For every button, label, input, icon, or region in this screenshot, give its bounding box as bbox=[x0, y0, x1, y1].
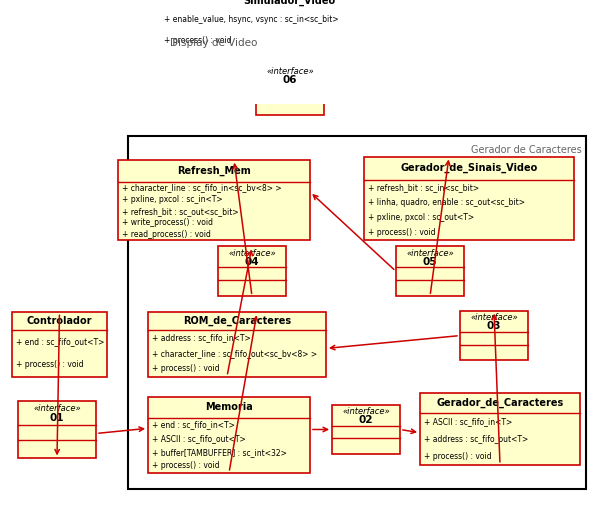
Text: 05: 05 bbox=[423, 257, 437, 267]
Text: + process() : void: + process() : void bbox=[368, 228, 436, 237]
Text: «interface»: «interface» bbox=[342, 407, 390, 416]
Text: Display de Video: Display de Video bbox=[170, 38, 257, 48]
Text: Refresh_Mem: Refresh_Mem bbox=[177, 166, 251, 176]
Bar bbox=[332, 405, 400, 454]
Text: + process() : void: + process() : void bbox=[424, 452, 492, 460]
Bar bbox=[460, 311, 528, 361]
Text: 01: 01 bbox=[50, 413, 64, 423]
Bar bbox=[148, 312, 326, 376]
Bar bbox=[118, 160, 310, 240]
Text: + character_line : sc_fifo_in<sc_bv<8> >: + character_line : sc_fifo_in<sc_bv<8> > bbox=[122, 184, 282, 193]
Text: + pxline, pxcol : sc_out<T>: + pxline, pxcol : sc_out<T> bbox=[368, 213, 474, 222]
Text: + process() : void: + process() : void bbox=[152, 364, 219, 373]
Bar bbox=[128, 136, 586, 489]
Text: Gerador_de_Caracteres: Gerador_de_Caracteres bbox=[436, 397, 563, 408]
Bar bbox=[18, 401, 96, 458]
Text: + refresh_bit : sc_out<sc_bit>: + refresh_bit : sc_out<sc_bit> bbox=[122, 207, 238, 216]
Text: + write_process() : void: + write_process() : void bbox=[122, 218, 213, 227]
Text: + process() : void: + process() : void bbox=[16, 361, 84, 370]
Bar bbox=[12, 312, 107, 376]
Text: Simulador_Video: Simulador_Video bbox=[243, 0, 335, 6]
Text: «interface»: «interface» bbox=[33, 404, 81, 413]
Text: 06: 06 bbox=[283, 75, 297, 85]
Text: 04: 04 bbox=[245, 257, 259, 267]
Text: + pxline, pxcol : sc_in<T>: + pxline, pxcol : sc_in<T> bbox=[122, 195, 222, 204]
Text: + address : sc_fifo_out<T>: + address : sc_fifo_out<T> bbox=[424, 434, 528, 443]
Text: + read_process() : void: + read_process() : void bbox=[122, 230, 211, 239]
Text: + refresh_bit : sc_in<sc_bit>: + refresh_bit : sc_in<sc_bit> bbox=[368, 183, 479, 192]
Text: Gerador_de_Sinais_Video: Gerador_de_Sinais_Video bbox=[400, 163, 538, 173]
Bar bbox=[218, 247, 286, 296]
Text: ROM_de_Caracteres: ROM_de_Caracteres bbox=[183, 316, 291, 327]
Text: Memoria: Memoria bbox=[205, 402, 253, 412]
Text: + ASCII : sc_fifo_in<T>: + ASCII : sc_fifo_in<T> bbox=[424, 417, 512, 426]
Bar bbox=[256, 65, 324, 115]
Bar bbox=[148, 396, 310, 473]
Text: + ASCII : sc_fifo_out<T>: + ASCII : sc_fifo_out<T> bbox=[152, 434, 246, 443]
Text: «interface»: «interface» bbox=[266, 67, 314, 76]
Bar bbox=[364, 156, 574, 240]
Text: «interface»: «interface» bbox=[228, 249, 276, 258]
Text: + linha, quadro, enable : sc_out<sc_bit>: + linha, quadro, enable : sc_out<sc_bit> bbox=[368, 198, 525, 207]
Text: + buffer[TAMBUFFER] : sc_int<32>: + buffer[TAMBUFFER] : sc_int<32> bbox=[152, 448, 287, 457]
Bar bbox=[420, 393, 580, 465]
Text: + process() : void: + process() : void bbox=[152, 461, 219, 470]
Text: Controlador: Controlador bbox=[27, 316, 93, 327]
Text: + address : sc_fifo_in<T>: + address : sc_fifo_in<T> bbox=[152, 333, 251, 342]
Text: 02: 02 bbox=[359, 415, 373, 425]
Text: 03: 03 bbox=[487, 321, 501, 331]
Bar bbox=[396, 247, 464, 296]
Text: + end : sc_fifo_out<T>: + end : sc_fifo_out<T> bbox=[16, 338, 104, 346]
Text: + character_line : sc_fifo_out<sc_bv<8> >: + character_line : sc_fifo_out<sc_bv<8> … bbox=[152, 349, 317, 358]
Text: «interface»: «interface» bbox=[406, 249, 454, 258]
Bar bbox=[160, 0, 418, 50]
Text: «interface»: «interface» bbox=[470, 313, 518, 322]
Text: + end : sc_fifo_in<T>: + end : sc_fifo_in<T> bbox=[152, 421, 235, 429]
Text: + process() : void: + process() : void bbox=[164, 36, 232, 45]
Text: + enable_value, hsync, vsync : sc_in<sc_bit>: + enable_value, hsync, vsync : sc_in<sc_… bbox=[164, 15, 339, 24]
Text: Gerador de Caracteres: Gerador de Caracteres bbox=[471, 145, 582, 155]
